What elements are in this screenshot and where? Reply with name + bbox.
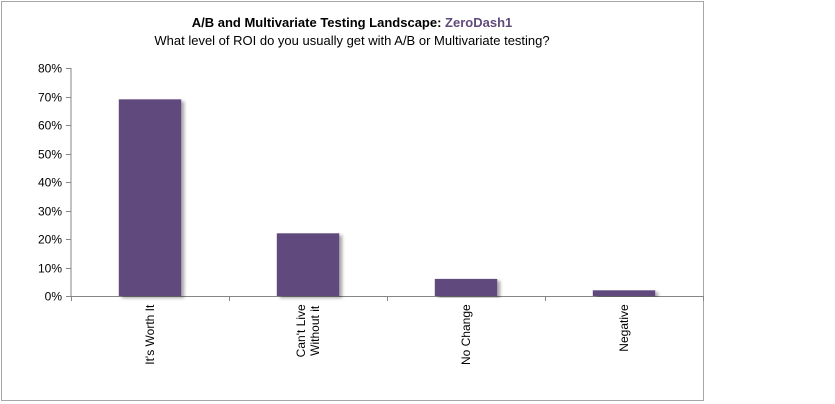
y-tick-label: 40%	[38, 176, 62, 190]
x-axis	[71, 296, 704, 301]
category-label: Can't LiveWithout it	[294, 304, 322, 357]
y-tick-label: 50%	[38, 148, 62, 162]
y-tick-label: 10%	[38, 262, 62, 276]
bar	[592, 290, 656, 296]
y-axis: 0% 10% 20% 30% 40% 50% 60% 70% 80%	[38, 62, 72, 304]
y-tick-label: 30%	[38, 205, 62, 219]
bar	[118, 99, 182, 296]
chart-title-prefix: A/B and Multivariate Testing Landscape:	[192, 15, 445, 30]
category-labels: It's Worth It Can't LiveWithout it No Chan…	[143, 304, 631, 365]
category-label: No Change	[459, 304, 473, 365]
bar	[276, 233, 340, 296]
bar	[434, 278, 498, 296]
bars	[118, 99, 656, 296]
y-tick-label: 0%	[45, 290, 63, 304]
y-tick-label: 20%	[38, 233, 62, 247]
chart-subtitle: What level of ROI do you usually get wit…	[154, 33, 549, 48]
y-tick-label: 70%	[38, 91, 62, 105]
category-label: Negative	[617, 304, 631, 352]
bar-chart: A/B and Multivariate Testing Landscape: …	[38, 15, 704, 365]
y-tick-label: 80%	[38, 62, 62, 76]
chart-title-brand: ZeroDash1	[445, 15, 512, 30]
category-label: It's Worth It	[143, 304, 157, 365]
y-tick-label: 60%	[38, 119, 62, 133]
chart-frame: A/B and Multivariate Testing Landscape: …	[1, 1, 704, 401]
chart-title: A/B and Multivariate Testing Landscape: …	[192, 15, 513, 30]
